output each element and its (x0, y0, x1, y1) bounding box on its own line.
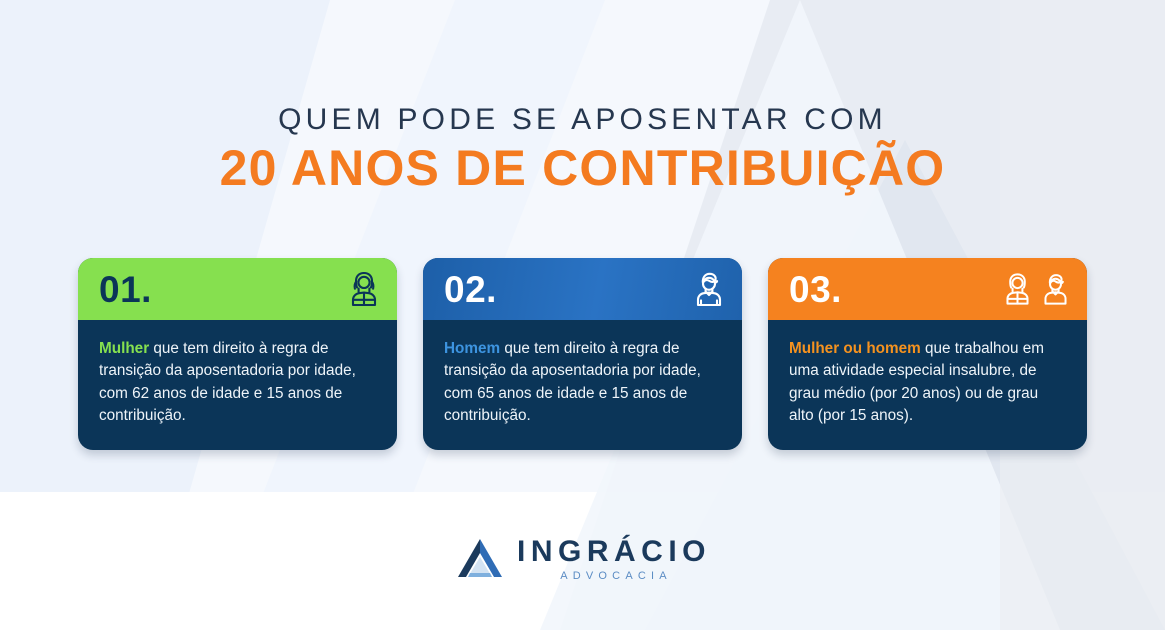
woman-avatar-icon (351, 271, 377, 307)
woman-avatar-icon (1006, 273, 1029, 305)
card-text: Homem que tem direito à regra de transiç… (444, 338, 721, 428)
card-header: 03. (768, 258, 1087, 320)
card-description: que tem direito à regra de transição da … (99, 340, 356, 425)
card-number: 02. (444, 268, 497, 310)
card-description: que tem direito à regra de transição da … (444, 340, 701, 425)
card-body: Mulher que tem direito à regra de transi… (78, 320, 397, 450)
card-icon-group (692, 270, 726, 308)
card-highlight: Mulher (99, 340, 150, 357)
card-list: 01. Mulher que tem direito à regra (78, 258, 1088, 450)
card-icon-group (1002, 271, 1071, 307)
card-icon-group (347, 270, 381, 308)
logo-wordmark: INGRÁCIO ADVOCACIA (517, 534, 711, 582)
title-block: QUEM PODE SE APOSENTAR COM 20 ANOS DE CO… (0, 104, 1165, 194)
card-number: 01. (99, 268, 152, 310)
card-item: 02. Homem que tem direito à regra de tra… (423, 258, 742, 450)
card-header: 02. (423, 258, 742, 320)
page-subtitle: QUEM PODE SE APOSENTAR COM (278, 103, 887, 136)
card-header: 01. (78, 258, 397, 320)
logo-name: INGRÁCIO (517, 534, 711, 568)
triangle-logo-icon (458, 539, 502, 577)
card-highlight: Homem (444, 340, 501, 357)
card-highlight: Mulher ou homem (789, 340, 921, 357)
card-text: Mulher ou homem que trabalhou em uma ati… (789, 338, 1066, 428)
card-description: que trabalhou em uma atividade especial … (789, 340, 1045, 425)
card-number: 03. (789, 268, 842, 310)
man-avatar-icon (696, 272, 722, 307)
card-body: Mulher ou homem que trabalhou em uma ati… (768, 320, 1087, 450)
card-item: 01. Mulher que tem direito à regra (78, 258, 397, 450)
man-avatar-icon (1044, 274, 1067, 305)
logo-tagline: ADVOCACIA (560, 569, 672, 582)
card-body: Homem que tem direito à regra de transiç… (423, 320, 742, 450)
brand-logo: INGRÁCIO ADVOCACIA (0, 536, 1165, 582)
page-title: 20 ANOS DE CONTRIBUIÇÃO (219, 139, 946, 196)
card-text: Mulher que tem direito à regra de transi… (99, 338, 376, 428)
card-item: 03. (768, 258, 1087, 450)
